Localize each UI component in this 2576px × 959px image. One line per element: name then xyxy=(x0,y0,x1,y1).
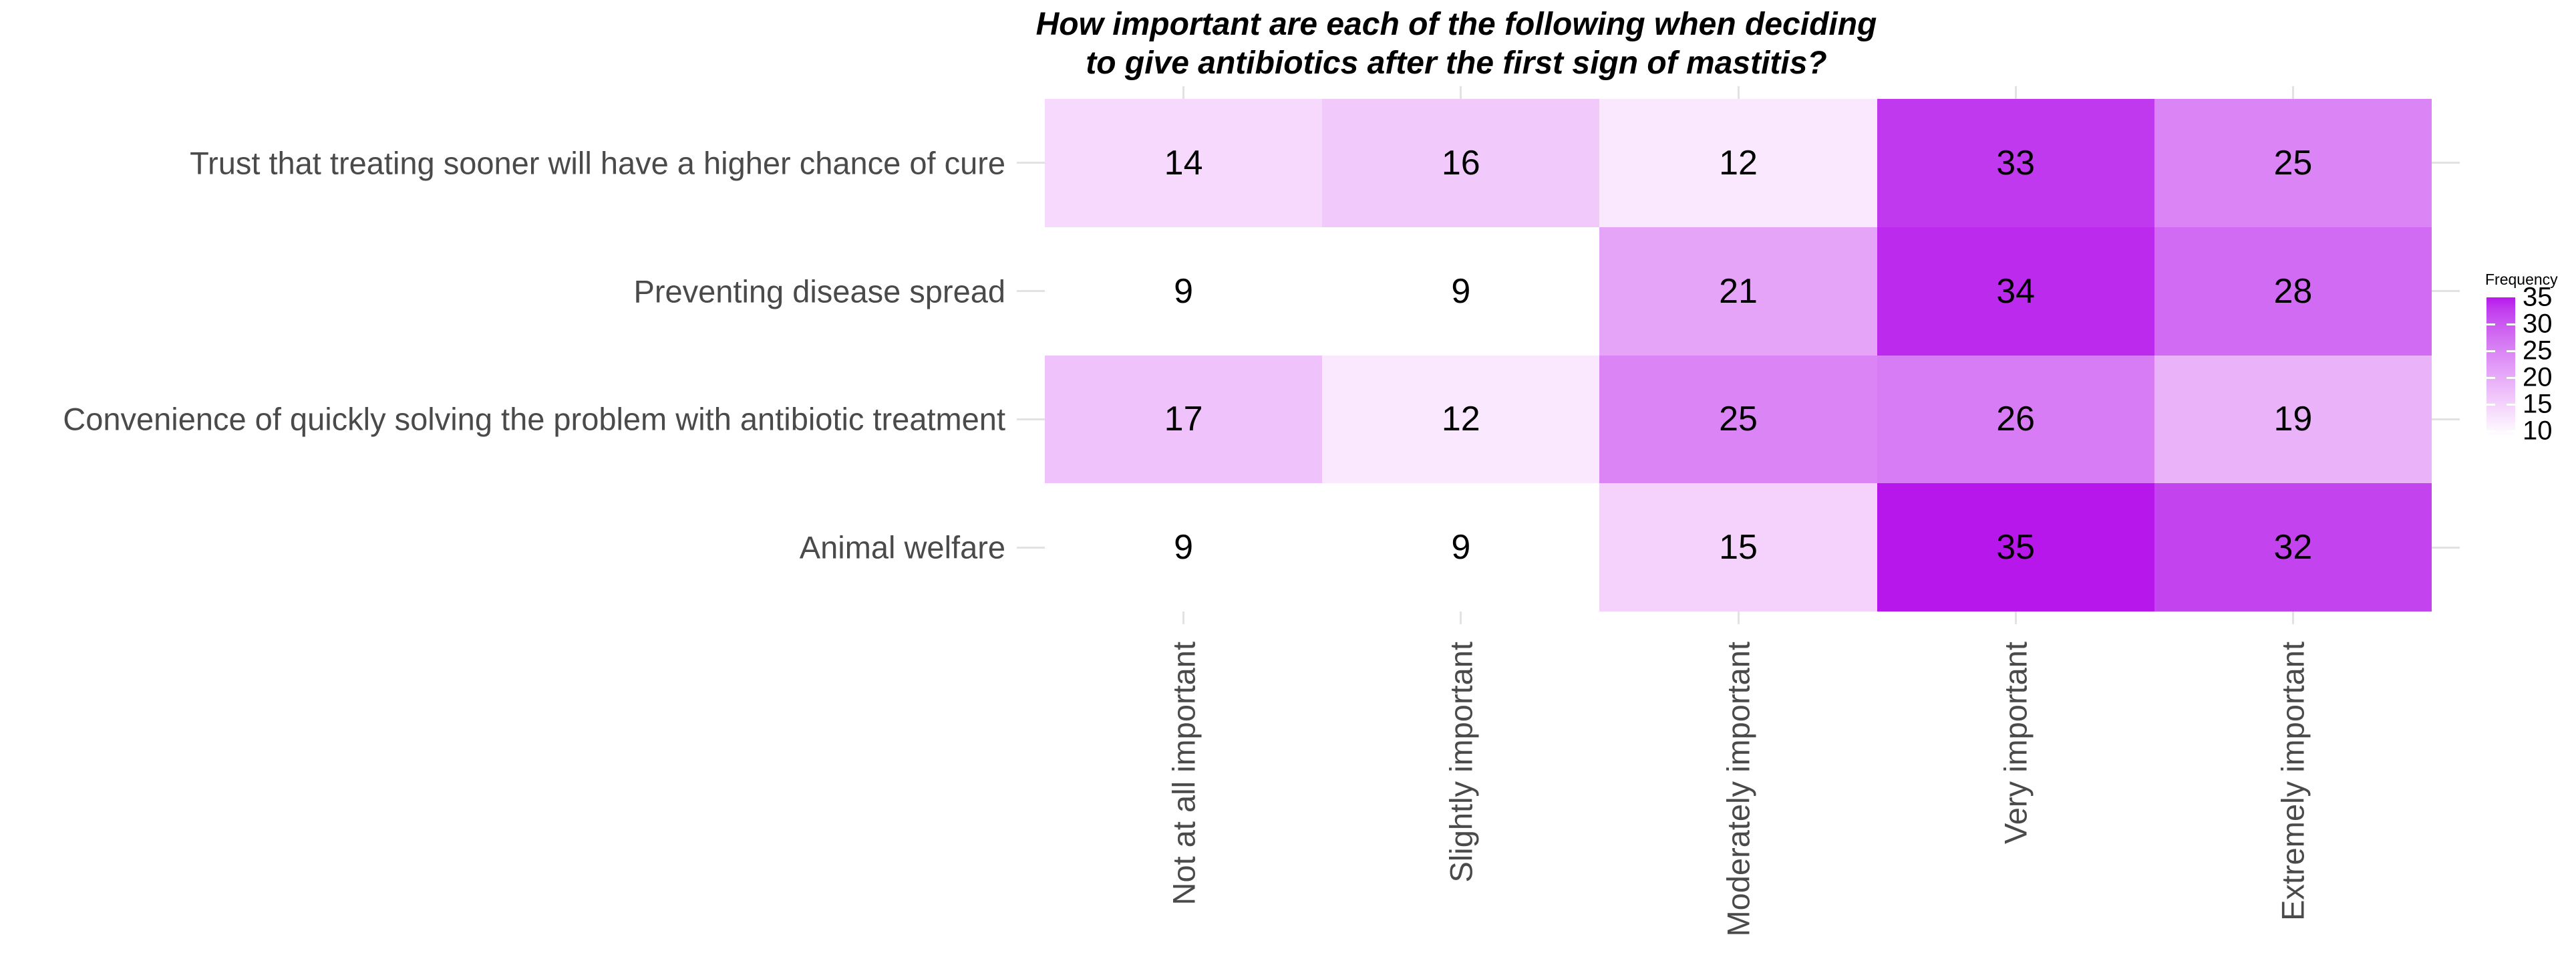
heatmap-cell: 32 xyxy=(2154,483,2432,611)
x-axis-label-text: Very important xyxy=(1997,642,2034,845)
cell-value: 12 xyxy=(1441,400,1480,439)
legend-tick-label: 25 xyxy=(2523,335,2553,366)
cell-value: 21 xyxy=(1719,271,1758,311)
heatmap-cell: 9 xyxy=(1045,483,1323,611)
heatmap-cell: 12 xyxy=(1322,355,1600,484)
cell-value: 16 xyxy=(1441,143,1480,182)
cell-value: 26 xyxy=(1996,400,2036,439)
cell-value: 9 xyxy=(1174,271,1194,311)
heatmap-cell: 19 xyxy=(2154,355,2432,484)
legend-tick-mark xyxy=(2486,350,2495,352)
legend-tick-mark xyxy=(2486,323,2495,325)
heatmap-cell: 17 xyxy=(1045,355,1323,484)
heatmap-cell: 25 xyxy=(2154,99,2432,227)
heatmap-cell: 9 xyxy=(1322,227,1600,356)
heatmap-cell: 15 xyxy=(1599,483,1877,611)
cell-value: 9 xyxy=(1451,528,1471,567)
legend-tick-mark xyxy=(2507,403,2515,406)
heatmap-cell: 16 xyxy=(1322,99,1600,227)
heatmap-cell: 26 xyxy=(1877,355,2154,484)
cell-value: 19 xyxy=(2273,400,2313,439)
cell-value: 12 xyxy=(1719,143,1758,182)
cell-value: 32 xyxy=(2273,528,2313,567)
heatmap-cell: 9 xyxy=(1045,227,1323,356)
cell-value: 35 xyxy=(1996,528,2036,567)
x-axis-label-text: Extremely important xyxy=(2275,642,2311,921)
heatmap-cell: 9 xyxy=(1322,483,1600,611)
chart-title-line1: How important are each of the following … xyxy=(1035,7,1877,42)
legend-tick-mark xyxy=(2507,323,2515,325)
heatmap-cell: 25 xyxy=(1599,355,1877,484)
cell-value: 33 xyxy=(1996,143,2036,182)
y-axis-label: Preventing disease spread xyxy=(633,273,1005,309)
legend-tick-label: 10 xyxy=(2523,416,2553,446)
cell-value: 14 xyxy=(1164,143,1203,182)
legend-colorbar xyxy=(2486,297,2515,436)
chart-title-line2: to give antibiotics after the first sign… xyxy=(1086,45,1827,81)
legend-tick-mark xyxy=(2486,403,2495,406)
legend-tick-label: 20 xyxy=(2523,362,2553,392)
heatmap-cell: 14 xyxy=(1045,99,1323,227)
heatmap-cell: 12 xyxy=(1599,99,1877,227)
legend-tick-mark xyxy=(2507,350,2515,352)
legend-title: Frequency xyxy=(2485,271,2558,288)
heatmap-cell: 28 xyxy=(2154,227,2432,356)
heatmap-cell: 21 xyxy=(1599,227,1877,356)
y-axis-label: Animal welfare xyxy=(799,529,1005,565)
cell-value: 9 xyxy=(1174,528,1194,567)
legend-tick-label: 35 xyxy=(2523,282,2553,312)
cell-value: 25 xyxy=(2273,143,2313,182)
chart-title: How important are each of the following … xyxy=(1036,5,1877,83)
plot-panel: 14 16 12 33 25 9 9 21 34 28 17 12 25 26 19 9 9 15 35 32 xyxy=(1017,86,2460,624)
legend-tick-label: 15 xyxy=(2523,389,2553,419)
cell-value: 9 xyxy=(1451,271,1471,311)
cell-value: 28 xyxy=(2273,271,2313,311)
legend-tick-mark xyxy=(2486,376,2495,379)
y-axis-label: Convenience of quickly solving the probl… xyxy=(63,401,1005,437)
heatmap-cell: 33 xyxy=(1877,99,2154,227)
legend-tick-mark xyxy=(2507,376,2515,379)
cell-value: 25 xyxy=(1719,400,1758,439)
heatmap-cell: 35 xyxy=(1877,483,2154,611)
heatmap-grid: 14 16 12 33 25 9 9 21 34 28 17 12 25 26 19 9 9 15 35 32 xyxy=(1045,99,2432,611)
y-axis-label: Trust that treating sooner will have a h… xyxy=(190,145,1005,181)
heatmap-cell: 34 xyxy=(1877,227,2154,356)
cell-value: 34 xyxy=(1996,271,2036,311)
x-axis-label-text: Moderately important xyxy=(1720,642,1756,937)
cell-value: 17 xyxy=(1164,400,1203,439)
x-axis-label-text: Slightly important xyxy=(1443,642,1479,883)
legend-tick-mark xyxy=(2486,430,2495,432)
cell-value: 15 xyxy=(1719,528,1758,567)
legend-tick-label: 30 xyxy=(2523,309,2553,339)
x-axis-label-text: Not at all important xyxy=(1166,642,1202,906)
legend-tick-mark xyxy=(2507,430,2515,432)
